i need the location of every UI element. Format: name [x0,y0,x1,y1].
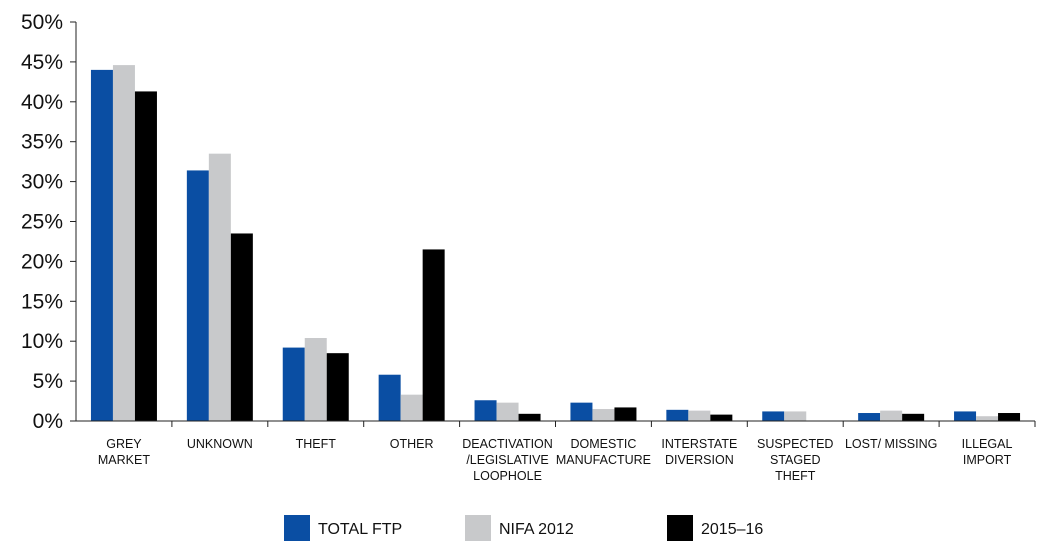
bar [666,409,689,421]
bar [688,410,711,421]
bar [496,402,519,421]
x-category-label-line: UNKNOWN [187,437,253,451]
bar [518,413,541,421]
bar [400,394,423,421]
bar [976,416,999,421]
x-category-label-line: SUSPECTED [757,437,833,451]
bar [614,407,637,421]
bar [592,409,615,421]
bar [282,347,305,421]
bar [570,402,593,421]
bar [186,170,209,421]
bar [762,411,785,421]
y-tick-label: 15% [21,290,63,313]
bar [208,153,231,422]
y-tick-label: 5% [33,370,63,393]
y-tick-label: 25% [21,211,63,234]
bars [90,65,1021,422]
legend-swatch [284,515,310,541]
x-category-label: ILLEGAL IMPORT [962,437,1013,467]
y-tick-label: 20% [21,250,63,273]
x-category-label-line: MANUFACTURE [556,453,651,467]
legend-label: 2015–16 [701,521,763,538]
x-category-label-line: ILLEGAL [962,437,1013,451]
x-category-label-line: OTHER [390,437,434,451]
bar [880,410,903,421]
x-category-label: INTERSTATE DIVERSION [661,437,737,467]
y-tick-label: 45% [21,51,63,74]
x-category-label: THEFT [296,437,337,451]
y-tick-label: 50% [21,11,63,34]
y-tick-label: 35% [21,131,63,154]
x-category-label: DEACTIVATION/LEGISLATIVE LOOPHOLE [462,437,553,483]
x-category-label-line: LOOPHOLE [473,469,542,483]
bar [134,91,157,422]
bar [230,233,253,421]
bar [902,413,925,421]
legend-swatch [667,515,693,541]
y-tick-label: 10% [21,330,63,353]
bar [710,414,733,421]
x-category-label: LOST/ MISSING [845,437,937,451]
x-category-label-line: GREY [106,437,142,451]
bar [858,413,881,421]
x-category-label-line: IMPORT [963,453,1012,467]
bar [112,65,135,421]
y-axis: 0% 5% 10% 15% 20% 25% 30% 35% 40% 45% 50% [21,11,77,433]
x-category-label: OTHER [390,437,434,451]
legend-label: TOTAL FTP [318,521,402,538]
y-tick-label: 40% [21,91,63,114]
bar [326,353,349,421]
bar [378,374,401,421]
bar [304,338,327,421]
x-category-label: SUSPECTED STAGED THEFT [757,437,833,483]
legend-label: NIFA 2012 [499,521,574,538]
bar [422,249,445,421]
bar [998,413,1021,421]
x-category-label-line: MARKET [98,453,150,467]
x-category-label-line: THEFT [775,469,816,483]
x-category-label-line: DOMESTIC [570,437,636,451]
x-category-label-line: /LEGISLATIVE [466,453,548,467]
x-category-label: DOMESTIC MANUFACTURE [556,437,651,467]
bar [954,411,977,421]
x-category-label-line: STAGED [770,453,820,467]
legend: TOTAL FTP NIFA 2012 2015–16 [284,515,763,541]
bar [90,69,113,421]
x-category-label-line: DIVERSION [665,453,734,467]
y-tick-label: 0% [33,410,63,433]
x-category-label-line: INTERSTATE [661,437,737,451]
bar [784,411,807,421]
x-category-label-line: THEFT [296,437,337,451]
legend-swatch [465,515,491,541]
y-tick-label: 30% [21,171,63,194]
x-category-label: UNKNOWN [187,437,253,451]
bar [474,400,497,421]
x-category-label-line: LOST/ MISSING [845,437,937,451]
x-category-label-line: DEACTIVATION [462,437,553,451]
x-category-label: GREY MARKET [98,437,150,467]
